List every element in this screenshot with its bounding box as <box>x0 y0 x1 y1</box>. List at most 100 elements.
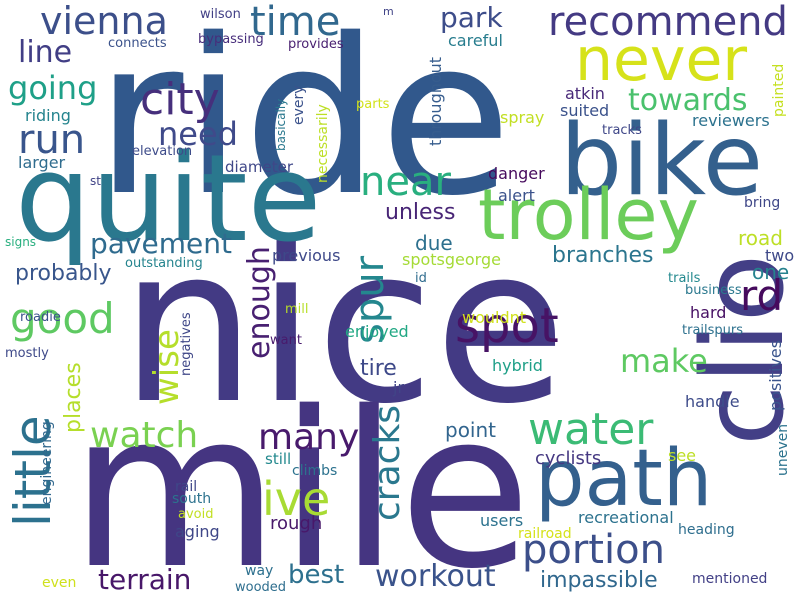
word-m: m <box>383 5 394 18</box>
word-enjoyed: enjoyed <box>345 322 409 341</box>
word-nice: nice <box>120 200 567 451</box>
word-ive: ive <box>262 472 331 526</box>
word-mostly: mostly <box>5 346 49 361</box>
word-make: make <box>620 342 708 380</box>
word-larger: larger <box>18 153 66 172</box>
word-want: want <box>270 333 302 348</box>
word-impassible: impassible <box>540 568 658 593</box>
word-railroad: railroad <box>518 526 572 542</box>
word-spotsgeorge: spotsgeorge <box>402 250 501 269</box>
word-run: run <box>18 117 86 163</box>
word-due: due <box>415 231 453 255</box>
word-mill: mill <box>285 302 309 317</box>
word-trailspurs: trailspurs <box>682 323 744 338</box>
word-park: park <box>440 1 503 34</box>
word-tire: tire <box>360 356 397 381</box>
word-basically: basically <box>274 99 288 152</box>
word-best: best <box>288 560 345 590</box>
word-avoid: avoid <box>178 507 214 522</box>
word-portion: portion <box>522 527 665 573</box>
word-cracks: cracks <box>367 404 408 521</box>
word-bike: bike <box>560 104 763 218</box>
word-good: good <box>10 294 115 343</box>
word-trolley: trolley <box>478 174 699 256</box>
word-hybrid: hybrid <box>492 356 543 375</box>
word-never: never <box>575 25 748 95</box>
word-mentioned: mentioned <box>692 571 768 587</box>
word-negatives: negatives <box>179 312 194 377</box>
word-bring: bring <box>744 195 781 211</box>
word-rd: rd <box>740 271 784 320</box>
word-roadie: roadie <box>20 310 61 325</box>
word-aging: aging <box>175 522 220 541</box>
word-need: need <box>158 115 238 153</box>
word-tracks: tracks <box>602 123 642 138</box>
word-recommend: recommend <box>548 0 788 45</box>
word-uneven: uneven <box>775 424 791 477</box>
word-ride: ride <box>95 0 512 243</box>
word-still: still <box>265 450 292 468</box>
word-rough: rough <box>270 513 323 534</box>
word-wouldnt: wouldnt <box>462 308 527 327</box>
word-elevation: elevation <box>132 144 193 159</box>
word-two: two <box>765 246 795 265</box>
word-bypassing: bypassing <box>198 32 264 47</box>
word-signs: signs <box>5 235 37 249</box>
word-danger: danger <box>488 164 545 183</box>
word-throughout: throughout <box>426 56 445 146</box>
word-south: south <box>172 491 212 507</box>
word-watch: watch <box>90 415 199 456</box>
word-engineering: engineering <box>39 420 55 505</box>
word-handle: handle <box>685 392 740 411</box>
word-climbs: climbs <box>292 463 338 479</box>
word-provides: provides <box>288 37 344 52</box>
word-spot: spot <box>455 298 559 354</box>
word-cyclists: cyclists <box>535 448 602 469</box>
word-suited: suited <box>560 101 610 120</box>
word-reviewers: reviewers <box>692 111 770 130</box>
word-going: going <box>8 69 98 107</box>
word-even: even <box>42 575 77 591</box>
word-recreational: recreational <box>578 508 674 527</box>
word-parts: parts <box>356 97 390 112</box>
word-outstanding: outstanding <box>125 256 203 271</box>
word-unless: unless <box>385 200 456 225</box>
word-city: city <box>140 74 220 125</box>
word-connects: connects <box>108 36 167 51</box>
word-hard: hard <box>690 303 727 322</box>
word-see: see <box>668 446 697 465</box>
word-many: many <box>258 417 360 458</box>
word-pavement: pavement <box>90 227 232 260</box>
word-id: id <box>415 271 427 286</box>
word-st: st <box>90 174 101 188</box>
word-painted: painted <box>771 63 787 117</box>
word-path: path <box>535 434 713 524</box>
word-way: way <box>245 563 274 579</box>
word-business: business <box>685 283 742 298</box>
word-diameter: diameter <box>225 158 293 176</box>
word-line: line <box>18 35 73 70</box>
word-atkin: atkin <box>565 84 605 103</box>
word-wilson: wilson <box>200 7 241 22</box>
word-one: one <box>752 260 790 284</box>
word-heading: heading <box>678 522 735 538</box>
word-users: users <box>480 511 524 530</box>
word-towards: towards <box>628 83 748 118</box>
word-vienna: vienna <box>40 0 168 43</box>
word-rail: rail <box>175 479 198 495</box>
word-places: places <box>61 361 86 433</box>
word-water: water <box>528 404 654 455</box>
word-terrain: terrain <box>98 563 192 596</box>
word-wooded: wooded <box>235 580 287 595</box>
word-every: every <box>291 84 307 125</box>
word-near: near <box>360 159 451 205</box>
word-branches: branches <box>552 243 654 268</box>
word-time: time <box>250 0 341 45</box>
word-mile: mile <box>70 365 532 600</box>
word-riding: riding <box>25 106 71 125</box>
word-alert: alert <box>498 186 535 205</box>
word-workout: workout <box>375 559 496 594</box>
word-careful: careful <box>448 31 503 50</box>
word-trails: trails <box>668 271 701 286</box>
